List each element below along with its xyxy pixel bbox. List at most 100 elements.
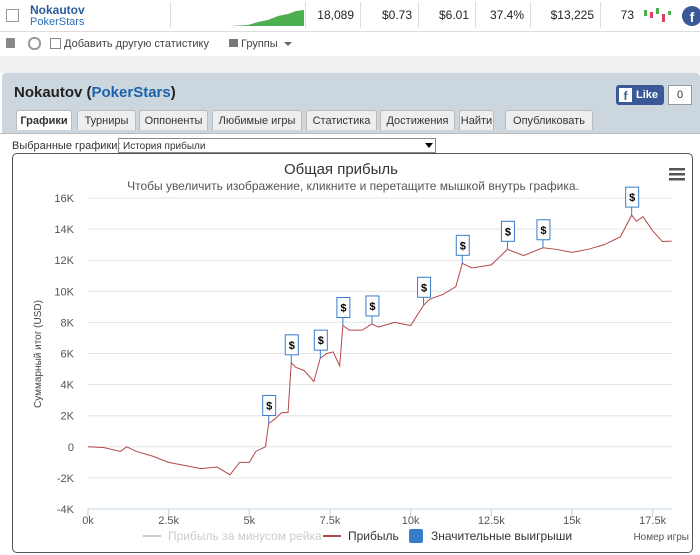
chart-title: Общая прибыль [284,161,398,178]
y-tick-label: 14K [54,224,74,236]
tab-line [0,133,700,134]
flag [336,297,351,319]
flag [625,186,640,208]
legend-label[interactable]: Значительные выигрыши [431,529,572,543]
flag [455,234,470,256]
legend-label[interactable]: Прибыль за минусом рейка [168,529,322,543]
add-stat[interactable]: Добавить другую статистику [64,38,209,50]
y-tick-label: 2K [61,411,75,423]
profit-line [87,214,672,476]
win-flag: $ [417,276,432,306]
flag [313,329,328,351]
flag-text: $ [266,400,272,412]
stat-cell: $0.73 [360,2,418,28]
flag-text: $ [289,340,295,352]
tab[interactable]: Статистика [306,110,377,130]
y-tick-label: 16K [54,193,74,205]
win-flag: $ [500,220,515,250]
sparkline [230,10,304,26]
win-flag: $ [455,234,470,264]
flag-text: $ [318,335,324,347]
add-icon [50,38,61,49]
x-tick-label: 5k [244,515,256,527]
flag [365,295,380,317]
x-tick-label: 12.5k [478,515,505,527]
mini-chart [644,8,671,22]
win-flag: $ [284,334,299,363]
title-site[interactable]: PokerStars [91,84,171,101]
flag [262,394,277,416]
stat-cell: $6.01 [418,2,475,28]
x-tick-label: 0k [82,515,94,527]
win-flag: $ [365,295,380,324]
stat-cell: $13,225 [530,2,600,28]
stat-cell: 73 [600,2,640,28]
chart-select[interactable]: История прибыли [118,138,436,153]
y-axis-label: Суммарный итог (USD) [33,300,44,408]
y-tick-label: -4K [57,504,75,516]
y-tick-label: 0 [68,442,74,454]
tab[interactable]: Турниры [77,110,136,130]
win-flag: $ [536,219,551,248]
y-tick-label: 12K [54,255,74,267]
flag-text: $ [629,192,635,204]
tab[interactable]: Найти [459,110,494,130]
panel-title: Nokautov (PokerStars) [14,84,176,101]
flag [417,276,432,298]
refresh-icon[interactable] [28,37,41,50]
tab[interactable]: Опубликовать [505,110,593,130]
x-tick-label: 17.5k [639,515,666,527]
menu-icon[interactable] [669,168,685,181]
tab[interactable]: Оппоненты [139,110,208,130]
stat-cell: 37.4% [475,2,530,28]
flag [536,219,551,241]
win-flag: $ [625,186,640,216]
select-arrow [425,143,433,152]
player-site[interactable]: PokerStars [30,16,85,28]
facebook-icon[interactable]: f [682,6,700,26]
groups-icon [229,39,238,47]
player-row: Nokautov PokerStars 18,089 $0.73 $6.01 37.4… [0,0,700,32]
flag-text: $ [505,226,511,238]
chart: Общая прибыль Чтобы увеличить изображени… [12,153,693,553]
x-tick-label: 2.5k [158,515,179,527]
trash-icon[interactable] [6,38,15,48]
x-axis-label: Номер игры [633,532,689,543]
win-flag: $ [313,329,328,359]
flag [284,334,299,356]
y-tick-label: 6K [61,349,75,361]
win-flag: $ [336,297,351,326]
x-tick-label: 15k [563,515,581,527]
chart-subtitle: Чтобы увеличить изображение, кликните и … [127,179,579,193]
title-part: ) [170,84,176,101]
selector-label: Выбранные графики: [12,140,121,152]
dropdown-arrow [284,42,292,50]
flag-text: $ [421,282,427,294]
x-tick-label: 10k [402,515,420,527]
flag [500,220,515,242]
flag-text: $ [369,301,375,313]
y-tick-label: 8K [61,317,75,329]
x-tick-label: 7.5k [320,515,341,527]
separator [0,56,700,73]
toolbar: Добавить другую статистику Группы [0,34,700,54]
y-tick-label: 4K [61,380,75,392]
fb-logo: f [619,88,632,103]
like-count: 0 [668,85,692,105]
player-name[interactable]: Nokautov [30,3,85,17]
legend-symbol [409,529,423,543]
tab[interactable]: Графики [16,110,72,130]
legend-label[interactable]: Прибыль [348,529,399,543]
y-tick-label: 10K [54,286,74,298]
win-flag: $ [262,394,277,424]
y-tick-label: -2K [57,473,75,485]
stat-cell: 18,089 [305,2,360,28]
tab[interactable]: Достижения [380,110,455,130]
checkbox[interactable] [6,9,19,22]
tab[interactable]: Любимые игры [212,110,302,130]
flag-text: $ [460,240,466,252]
flag-text: $ [540,225,546,237]
title-part: Nokautov ( [14,84,92,101]
groups[interactable]: Группы [241,38,278,50]
